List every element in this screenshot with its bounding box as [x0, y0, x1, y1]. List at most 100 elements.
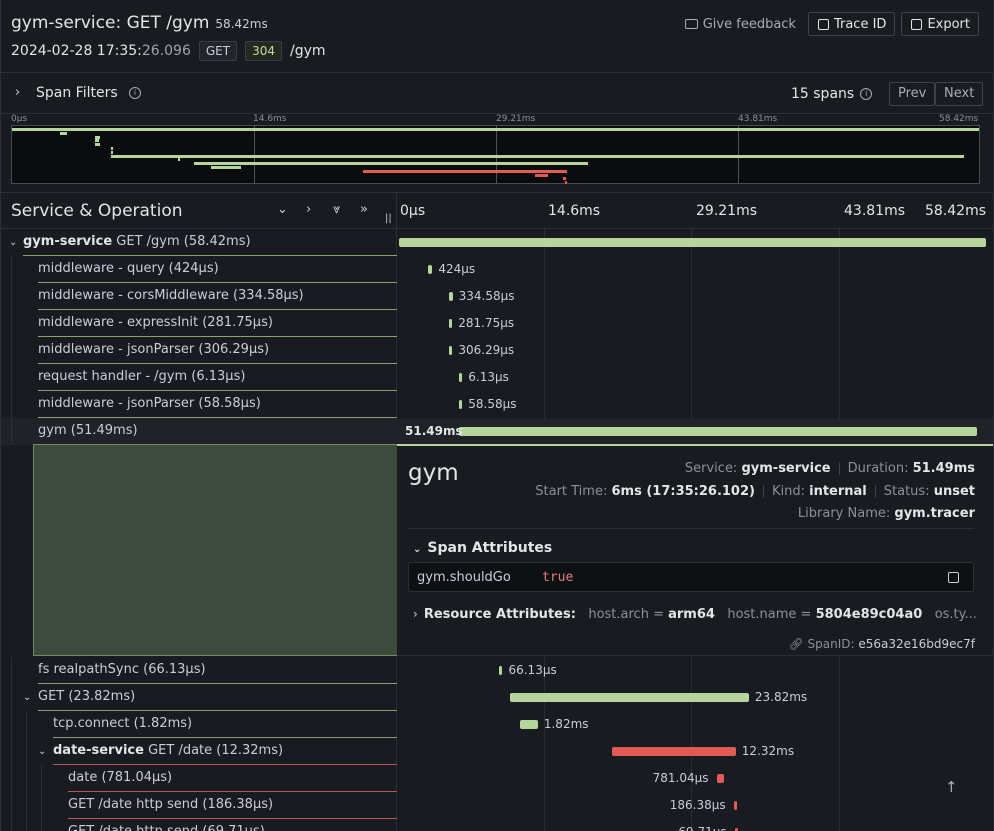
span-bar[interactable]: [449, 292, 453, 301]
span-bar[interactable]: [612, 747, 736, 756]
span-bar[interactable]: [459, 373, 463, 382]
copy-icon[interactable]: [947, 571, 959, 583]
span-name[interactable]: fs realpathSync (66.13μs): [38, 657, 397, 684]
span-id-key: SpanID:: [807, 637, 855, 651]
minimap-gridline: [738, 126, 739, 183]
span-name[interactable]: middleware - jsonParser (306.29μs): [38, 337, 397, 364]
span-bar[interactable]: [734, 828, 738, 831]
column-title: Service & Operation: [11, 201, 183, 221]
chevron-right-icon: ›: [413, 607, 418, 621]
span-bar[interactable]: [459, 400, 463, 409]
indent-guide: [11, 819, 12, 831]
span-row[interactable]: date (781.04μs) 781.04μs: [1, 765, 993, 792]
span-meta-row-2: Start Time: 6ms (17:35:26.102) Kind: inte…: [535, 484, 975, 499]
scroll-to-top-icon[interactable]: ↑: [945, 778, 958, 796]
span-duration-label: 69.71μs: [678, 825, 726, 831]
span-name[interactable]: gym (51.49ms): [38, 418, 397, 445]
span-bar[interactable]: [499, 666, 503, 675]
chevron-right-icon[interactable]: ›: [15, 85, 21, 100]
expand-one-icon[interactable]: ›: [306, 202, 312, 217]
span-row[interactable]: tcp.connect (1.82ms) 1.82ms: [1, 711, 993, 738]
span-row[interactable]: ⌄ GET (23.82ms) 23.82ms: [1, 684, 993, 711]
span-bar[interactable]: [428, 265, 433, 274]
span-bar[interactable]: [399, 238, 986, 247]
info-icon[interactable]: i: [860, 88, 873, 100]
expand-all-icon[interactable]: »: [360, 202, 368, 217]
attribute-key: gym.shouldGo: [417, 570, 511, 585]
span-row[interactable]: ⌄ date-service GET /date (12.32ms) 12.32ms: [1, 738, 993, 765]
span-name[interactable]: middleware - expressInit (281.75μs): [38, 310, 397, 337]
export-button[interactable]: Export: [901, 12, 979, 36]
span-row[interactable]: middleware - jsonParser (306.29μs) 306.29…: [1, 337, 993, 364]
span-id[interactable]: 🔗︎ SpanID: e56a32e16bd9ec7f: [788, 637, 975, 651]
span-bar[interactable]: [733, 801, 737, 810]
collapse-one-icon[interactable]: ⌄: [277, 202, 288, 217]
divider: [838, 462, 840, 475]
span-name[interactable]: middleware - query (424μs): [38, 256, 397, 283]
span-duration-label: 334.58μs: [458, 289, 515, 303]
timeline-tick: 0μs: [400, 203, 426, 219]
link-icon: 🔗︎: [788, 637, 804, 651]
feedback-link[interactable]: Give feedback: [684, 17, 796, 32]
indent-guide: [41, 765, 42, 792]
span-name[interactable]: gym-service GET /gym (58.42ms): [23, 229, 397, 256]
trace-id-label: Trace ID: [833, 16, 887, 32]
span-name[interactable]: GET /date http send (186.38μs): [68, 792, 397, 819]
meta-key: Library Name:: [797, 506, 891, 521]
trace-id-button[interactable]: Trace ID: [807, 12, 896, 36]
span-row[interactable]: middleware - expressInit (281.75μs) 281.7…: [1, 310, 993, 337]
span-row[interactable]: middleware - corsMiddleware (334.58μs) 33…: [1, 283, 993, 310]
span-bar[interactable]: [716, 774, 725, 783]
span-name[interactable]: date (781.04μs): [68, 765, 397, 792]
minimap-span: [12, 128, 979, 131]
save-icon: [910, 18, 923, 30]
trace-minimap[interactable]: 0μs 14.6ms 29.21ms 43.81ms 58.42ms: [11, 114, 980, 185]
span-row[interactable]: GET /date http send (69.71μs) 69.71μs: [1, 819, 993, 831]
span-row[interactable]: gym (51.49ms) 51.49ms: [1, 418, 993, 445]
span-name[interactable]: GET (23.82ms): [38, 684, 397, 711]
resize-handle-icon[interactable]: ||: [385, 213, 392, 224]
column-divider[interactable]: [396, 193, 397, 230]
span-name[interactable]: middleware - jsonParser (58.58μs): [38, 391, 397, 418]
span-row[interactable]: middleware - jsonParser (58.58μs) 58.58μs: [1, 391, 993, 418]
expand-toggle-icon[interactable]: ⌄: [38, 746, 47, 757]
operation-name: GET /date (12.32ms): [148, 743, 284, 758]
minimap-span: [563, 177, 567, 181]
method-badge: GET: [198, 41, 238, 61]
span-bar[interactable]: [519, 720, 538, 729]
operation-name: middleware - jsonParser (58.58μs): [38, 396, 261, 411]
minimap-tick: 14.6ms: [253, 114, 287, 124]
span-bar[interactable]: [509, 693, 749, 702]
span-bar[interactable]: [449, 346, 453, 355]
table-header: Service & Operation ⌄ › ⩔ » || 0μs 14.6m…: [1, 192, 993, 230]
resource-attributes-toggle[interactable]: › Resource Attributes: host.arch = arm64 …: [413, 607, 977, 622]
span-row[interactable]: GET /date http send (186.38μs) 186.38μs: [1, 792, 993, 819]
minimap-canvas[interactable]: [11, 125, 980, 185]
span-name[interactable]: tcp.connect (1.82ms): [53, 711, 397, 738]
next-button[interactable]: Next: [935, 82, 984, 106]
expand-toggle-icon[interactable]: ⌄: [9, 237, 18, 248]
timeline-tick: 43.81ms: [844, 203, 906, 219]
export-label: Export: [927, 16, 970, 32]
span-name[interactable]: request handler - /gym (6.13μs): [38, 364, 397, 391]
prev-button[interactable]: Prev: [889, 82, 936, 106]
span-duration-label: 23.82ms: [754, 690, 808, 704]
span-name[interactable]: GET /date http send (69.71μs): [68, 819, 397, 831]
span-name[interactable]: date-service GET /date (12.32ms): [53, 738, 397, 765]
span-row[interactable]: middleware - query (424μs) 424μs: [1, 256, 993, 283]
span-row[interactable]: fs realpathSync (66.13μs) 66.13μs: [1, 657, 993, 684]
span-bar[interactable]: [449, 319, 453, 328]
span-name[interactable]: middleware - corsMiddleware (334.58μs): [38, 283, 397, 310]
span-filters-toggle[interactable]: Span Filters: [36, 85, 118, 101]
collapse-all-icon[interactable]: ⩔: [333, 202, 341, 217]
span-duration-label: 12.32ms: [741, 744, 795, 758]
span-row[interactable]: ⌄ gym-service GET /gym (58.42ms): [1, 229, 993, 256]
info-icon[interactable]: i: [129, 87, 141, 99]
meta-key: Status:: [883, 484, 930, 499]
span-row[interactable]: request handler - /gym (6.13μs) 6.13μs: [1, 364, 993, 391]
span-attributes-toggle[interactable]: ⌄ Span Attributes: [413, 540, 552, 556]
expand-toggle-icon[interactable]: ⌄: [23, 692, 32, 703]
span-detail: gym Service: gym-service Duration: 51.49m…: [33, 444, 993, 656]
span-bar[interactable]: [459, 427, 977, 436]
meta-key: Service:: [684, 461, 738, 476]
